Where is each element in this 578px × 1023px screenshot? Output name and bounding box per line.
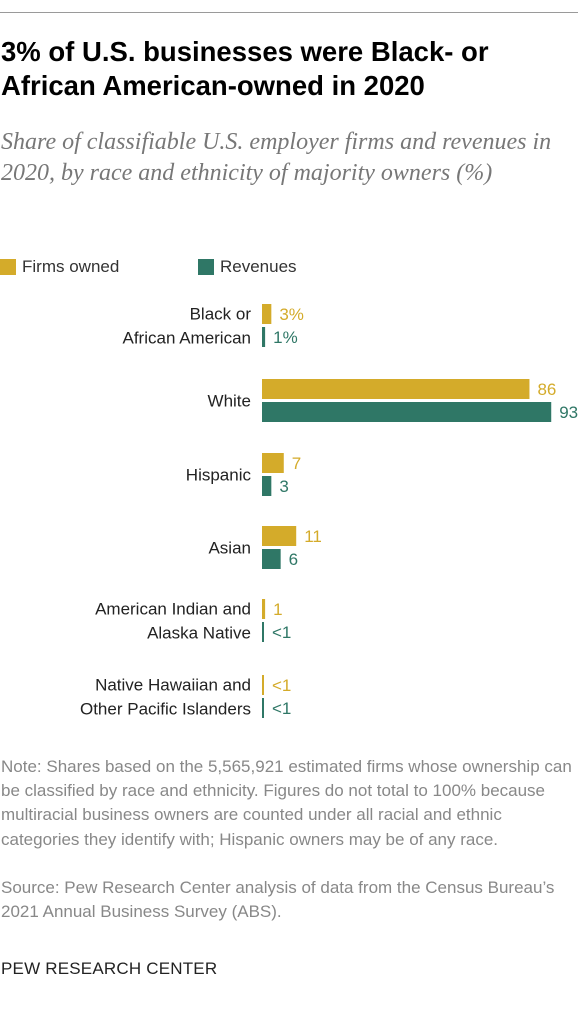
top-rule: [0, 12, 578, 13]
value-label-firms: 1: [273, 600, 282, 619]
value-label-revenues: 1%: [273, 328, 298, 347]
chart-subtitle: Share of classifiable U.S. employer firm…: [1, 129, 552, 186]
bar-revenues: [262, 327, 266, 347]
bar-firms: [262, 526, 297, 546]
bar-revenues: [262, 622, 264, 642]
category-label: Other Pacific Islanders: [80, 700, 251, 719]
value-label-revenues: 93: [559, 403, 578, 422]
legend-swatch-revenues: [198, 259, 214, 275]
value-label-firms: 11: [304, 527, 322, 546]
category-label: African American: [123, 329, 252, 348]
bar-firms: [262, 304, 272, 324]
bar-revenues: [262, 549, 281, 569]
legend-swatch-firms: [0, 259, 16, 275]
legend-label-firms: Firms owned: [22, 257, 120, 276]
chart-note: Note: Shares based on the 5,565,921 esti…: [1, 757, 572, 849]
value-label-firms: 7: [292, 454, 301, 473]
bar-firms: [262, 453, 284, 473]
value-label-revenues: 3: [279, 477, 288, 496]
bar-firms: [262, 379, 530, 399]
bar-revenues: [262, 476, 272, 496]
value-label-firms: <1: [272, 676, 291, 695]
bar-firms: [262, 599, 266, 619]
category-label: American Indian and: [95, 600, 251, 619]
bar-firms: [262, 675, 264, 695]
category-label: Black or: [190, 305, 252, 324]
value-label-firms: 3%: [279, 305, 304, 324]
value-label-firms: 86: [537, 380, 556, 399]
category-label: Native Hawaiian and: [95, 676, 251, 695]
category-label: White: [208, 392, 251, 411]
bar-revenues: [262, 402, 552, 422]
bar-revenues: [262, 698, 264, 718]
legend-label-revenues: Revenues: [220, 257, 297, 276]
value-label-revenues: <1: [272, 699, 291, 718]
value-label-revenues: <1: [272, 623, 291, 642]
category-label: Hispanic: [186, 466, 252, 485]
organization-credit: PEW RESEARCH CENTER: [1, 959, 218, 978]
value-label-revenues: 6: [289, 550, 298, 569]
chart-title: 3% of U.S. businesses were Black- or Afr…: [1, 36, 489, 101]
chart-source: Source: Pew Research Center analysis of …: [1, 878, 555, 922]
category-label: Alaska Native: [147, 624, 251, 643]
category-label: Asian: [208, 539, 251, 558]
